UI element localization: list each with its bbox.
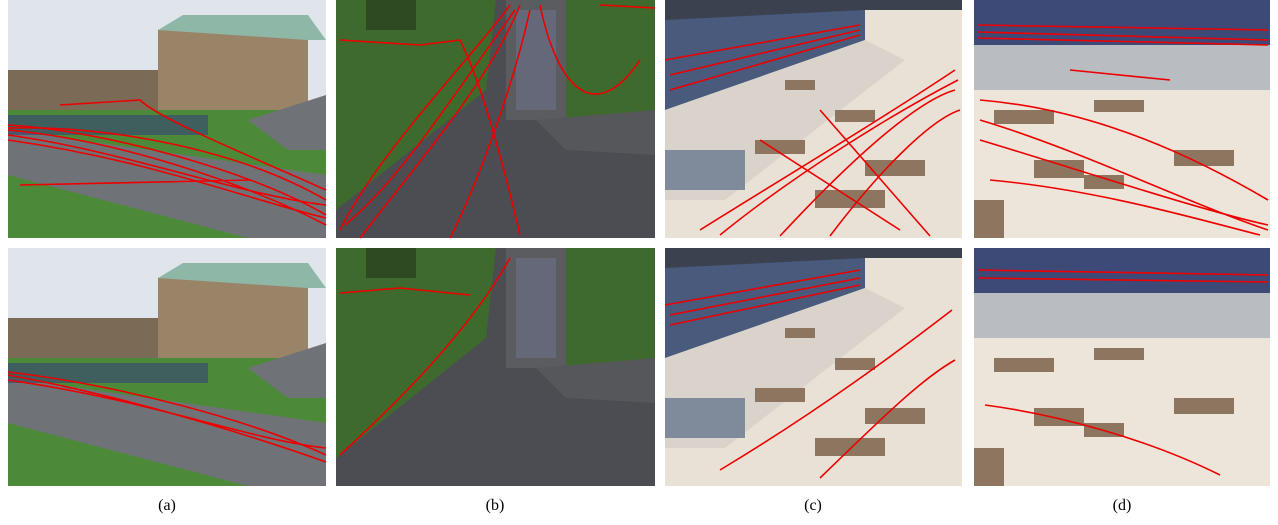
panel-a-bottom <box>7 248 327 486</box>
panel-c-bottom <box>664 248 962 486</box>
panel-b-top <box>336 0 656 239</box>
panel-b-bottom <box>336 248 655 486</box>
caption: (c) <box>804 497 822 514</box>
caption: (d) <box>1113 497 1132 514</box>
panel-c-top <box>664 0 962 238</box>
panel-a-top <box>7 0 327 238</box>
panel-d-top <box>974 0 1270 238</box>
caption: (b) <box>486 497 505 514</box>
panel-d-bottom <box>974 248 1270 486</box>
caption: (a) <box>158 497 176 514</box>
